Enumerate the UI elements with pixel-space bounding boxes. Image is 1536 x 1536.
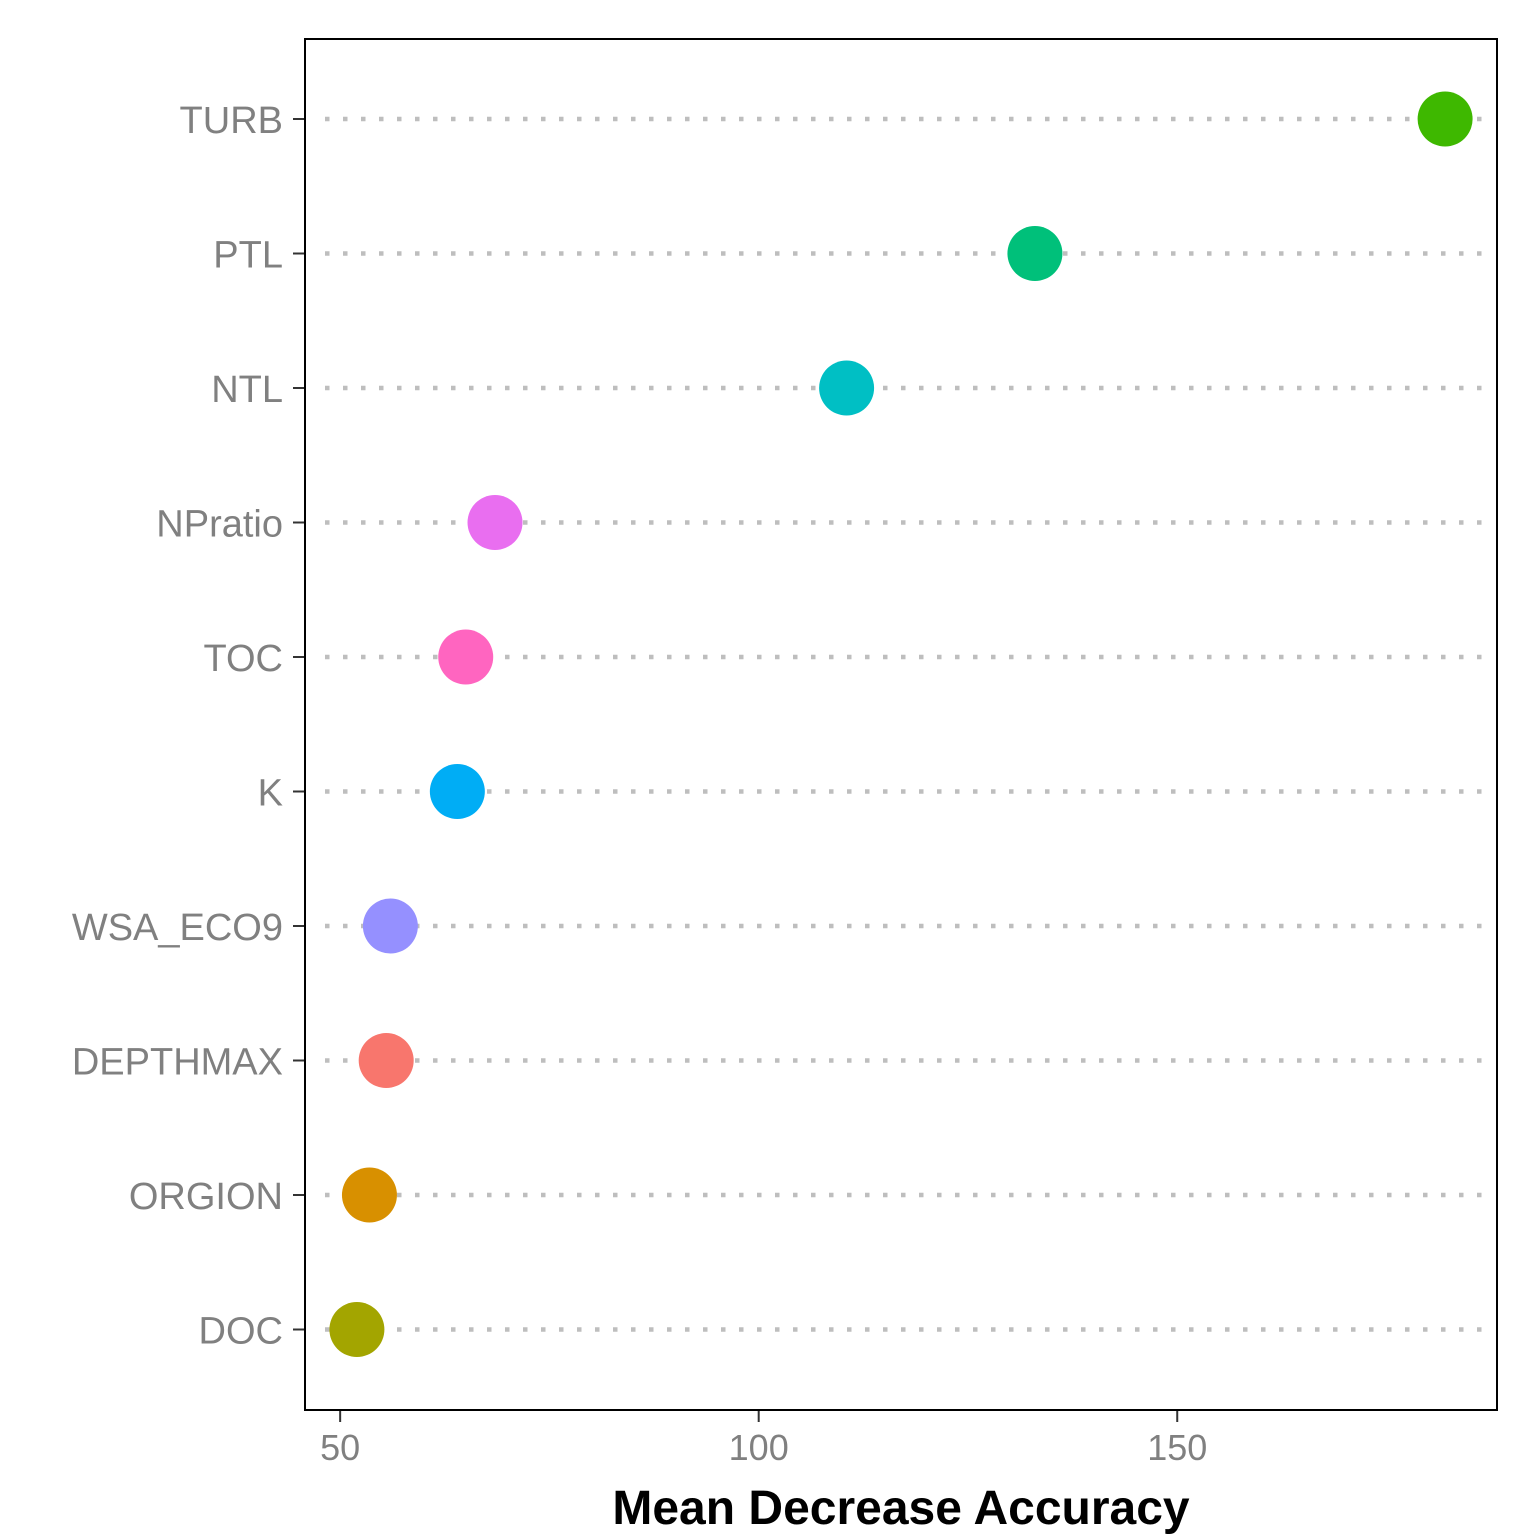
y-axis: TURB PTL NTL NPratio TOC K WSA_ECO9 DEPTHMAX ORG… [72, 100, 305, 1353]
panel-border [304, 38, 1498, 1411]
point-orgion [341, 1167, 397, 1223]
point-depthmax [358, 1033, 414, 1088]
point-wsa-eco9 [362, 898, 418, 954]
x-tick-label-150: 150 [1147, 1427, 1207, 1468]
x-tick-label-50: 50 [320, 1427, 360, 1468]
y-tick-label-k: K [258, 773, 283, 815]
point-k [429, 764, 485, 819]
x-axis-title: Mean Decrease Accuracy [612, 1482, 1190, 1535]
x-axis: 50 100 150 [320, 1410, 1207, 1468]
y-tick-label-turb: TURB [180, 100, 283, 142]
point-turb [1417, 91, 1473, 147]
x-tick-label-100: 100 [729, 1427, 789, 1468]
point-ptl [1007, 226, 1063, 281]
y-tick-label-wsa-eco9: WSA_ECO9 [72, 907, 283, 949]
y-tick-label-doc: DOC [199, 1311, 283, 1353]
point-toc [438, 629, 494, 685]
y-tick-label-toc: TOC [203, 638, 283, 680]
point-doc [329, 1302, 385, 1357]
point-npratio [467, 495, 523, 550]
y-tick-label-ntl: NTL [211, 369, 283, 411]
y-tick-label-orgion: ORGION [129, 1176, 283, 1218]
point-ntl [819, 360, 875, 416]
y-tick-label-depthmax: DEPTHMAX [72, 1042, 283, 1084]
y-tick-label-ptl: PTL [213, 235, 283, 277]
y-tick-label-npratio: NPratio [156, 504, 283, 546]
data-points [329, 91, 1473, 1357]
